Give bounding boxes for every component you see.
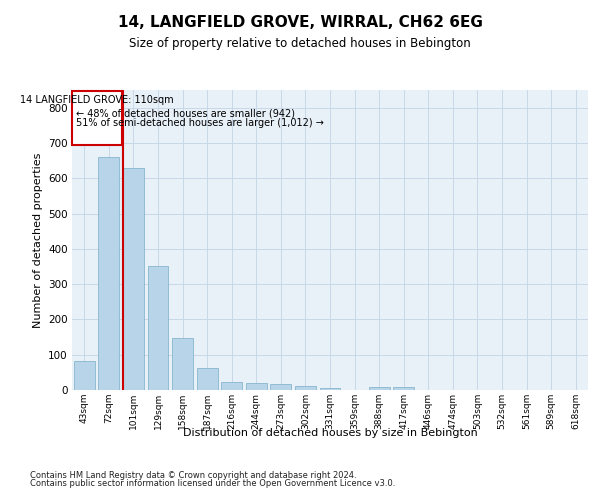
Text: 14, LANGFIELD GROVE, WIRRAL, CH62 6EG: 14, LANGFIELD GROVE, WIRRAL, CH62 6EG — [118, 15, 482, 30]
Bar — [197, 368, 218, 390]
Bar — [393, 387, 414, 390]
Text: 14 LANGFIELD GROVE: 110sqm: 14 LANGFIELD GROVE: 110sqm — [20, 94, 174, 104]
Y-axis label: Number of detached properties: Number of detached properties — [32, 152, 43, 328]
Bar — [271, 384, 292, 390]
Text: Contains HM Land Registry data © Crown copyright and database right 2024.: Contains HM Land Registry data © Crown c… — [30, 471, 356, 480]
Text: ← 48% of detached houses are smaller (942): ← 48% of detached houses are smaller (94… — [76, 109, 295, 119]
FancyBboxPatch shape — [72, 90, 122, 144]
Text: Distribution of detached houses by size in Bebington: Distribution of detached houses by size … — [182, 428, 478, 438]
Bar — [246, 383, 267, 390]
Text: Size of property relative to detached houses in Bebington: Size of property relative to detached ho… — [129, 38, 471, 51]
Text: Contains public sector information licensed under the Open Government Licence v3: Contains public sector information licen… — [30, 478, 395, 488]
Bar — [98, 157, 119, 390]
Bar — [123, 168, 144, 390]
Bar — [172, 338, 193, 390]
Bar — [221, 382, 242, 390]
Text: 51% of semi-detached houses are larger (1,012) →: 51% of semi-detached houses are larger (… — [76, 118, 323, 128]
Bar — [295, 386, 316, 390]
Bar — [74, 360, 95, 390]
Bar — [148, 266, 169, 390]
Bar — [368, 387, 389, 390]
Bar — [320, 388, 340, 390]
